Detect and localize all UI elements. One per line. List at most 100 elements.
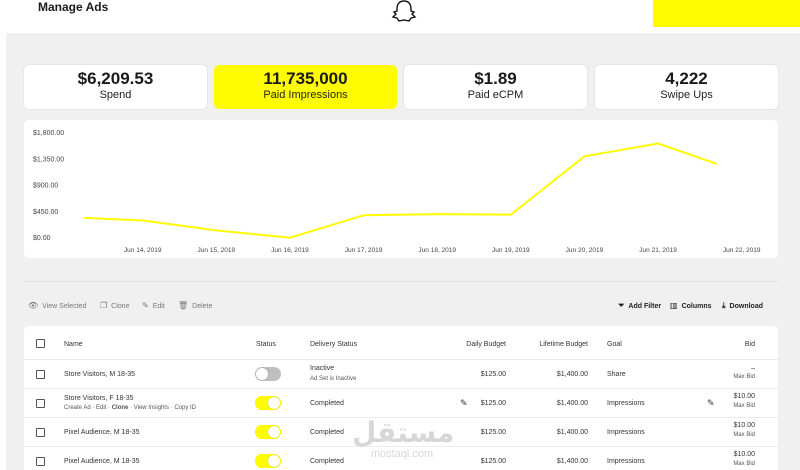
y-tick-label: $450.00	[33, 209, 58, 216]
delivery-status: Inactive	[310, 365, 335, 372]
row-checkbox[interactable]	[36, 399, 45, 408]
row-checkbox[interactable]	[36, 457, 45, 466]
table-row[interactable]: Store Visitors, F 18-35 Create Ad · Edit …	[24, 389, 778, 418]
view-selected-button[interactable]: 👁 View Selected	[28, 302, 86, 310]
eye-icon: 👁	[28, 301, 39, 310]
trash-icon: 🗑	[178, 301, 189, 310]
edit-bid-icon[interactable]: ✎	[707, 398, 715, 408]
toggle-knob	[268, 397, 280, 409]
col-name[interactable]: Name	[64, 341, 83, 348]
copy-id-link[interactable]: Copy ID	[174, 405, 197, 411]
clone-link[interactable]: Clone	[111, 405, 129, 411]
daily-budget: $125.00	[480, 371, 506, 378]
filter-icon: ⏷	[618, 301, 625, 310]
metrics-line-chart: $1,800.00 $1,350.00 $900.00 $450.00 $0.00 Jun…	[33, 130, 761, 254]
table-row[interactable]: Store Visitors, M 18-35 Inactive Ad Set is…	[24, 360, 778, 389]
page-title: Manage Ads	[38, 0, 109, 14]
col-lifetime-budget[interactable]: Lifetime Budget	[539, 341, 588, 348]
bid-value: –	[751, 365, 755, 372]
toggle-knob	[268, 455, 280, 467]
table-header: Name Status Delivery Status Daily Budget…	[24, 326, 778, 360]
stat-swipe-ups[interactable]: 4,222 Swipe Ups	[595, 65, 778, 109]
y-tick-label: $900.00	[33, 183, 58, 190]
table-row[interactable]: Pixel Audience, M 18-35 Completed $125.00 $…	[24, 418, 778, 447]
row-actions: Create Ad · Edit · Clone · View Insights…	[64, 405, 197, 411]
lifetime-budget: $1,400.00	[556, 371, 588, 378]
clone-button[interactable]: ❐ Clone	[100, 302, 129, 310]
col-delivery-status[interactable]: Delivery Status	[310, 341, 358, 348]
stat-label: Swipe Ups	[660, 89, 713, 101]
watermark: مستقل mostaql.com	[352, 418, 454, 468]
delete-label: Delete	[192, 302, 213, 310]
table-toolbar: 👁 View Selected ❐ Clone ✎ Edit 🗑 Delete …	[24, 296, 778, 316]
section-divider	[24, 281, 778, 282]
toggle-knob	[256, 368, 268, 380]
row-name[interactable]: Store Visitors, M 18-35	[64, 371, 136, 378]
row-name[interactable]: Pixel Audience, M 18-35	[64, 429, 140, 436]
create-ad-link[interactable]: Create Ad	[64, 405, 91, 411]
bid-sub: Max Bid	[733, 432, 755, 438]
edit-daily-budget-icon[interactable]: ✎	[460, 398, 468, 408]
y-tick-label: $1,800.00	[33, 130, 64, 137]
col-bid[interactable]: Bid	[744, 341, 755, 348]
delivery-status-sub: Ad Set is Inactive	[310, 376, 357, 382]
row-checkbox[interactable]	[36, 428, 45, 437]
bid-value: $10.00	[733, 422, 755, 429]
view-selected-label: View Selected	[42, 302, 87, 310]
download-button[interactable]: ⤓ Download	[722, 302, 763, 310]
delivery-status: Completed	[310, 429, 344, 436]
col-status[interactable]: Status	[256, 341, 276, 348]
status-toggle[interactable]	[255, 396, 281, 410]
columns-icon: ▥	[670, 301, 678, 310]
lifetime-budget: $1,400.00	[556, 400, 588, 407]
x-tick-label: Jun 14, 2019	[124, 247, 162, 254]
add-filter-button[interactable]: ⏷ Add Filter	[618, 302, 661, 310]
row-name[interactable]: Store Visitors, F 18-35	[64, 395, 134, 402]
edit-link[interactable]: Edit	[96, 405, 107, 411]
x-tick-label: Jun 18, 2019	[418, 247, 456, 254]
row-checkbox[interactable]	[36, 370, 45, 379]
delete-button[interactable]: 🗑 Delete	[178, 302, 212, 310]
stat-value: 4,222	[665, 69, 708, 88]
view-insights-link[interactable]: View Insights	[133, 405, 169, 411]
x-tick-label: Jun 21, 2019	[639, 247, 677, 254]
x-tick-label: Jun 20, 2019	[566, 247, 604, 254]
lifetime-budget: $1,400.00	[556, 458, 588, 465]
goal: Share	[607, 371, 626, 378]
col-daily-budget[interactable]: Daily Budget	[466, 341, 506, 348]
bid-sub: Max Bid	[733, 461, 755, 467]
stat-value: 11,735,000	[263, 69, 348, 88]
edit-label: Edit	[152, 302, 165, 310]
columns-label: Columns	[681, 302, 712, 310]
goal: Impressions	[607, 458, 645, 465]
bid-value: $10.00	[733, 393, 755, 400]
status-toggle[interactable]	[255, 454, 281, 468]
download-label: Download	[729, 302, 763, 310]
edit-button[interactable]: ✎ Edit	[142, 302, 165, 310]
goal: Impressions	[607, 400, 645, 407]
status-toggle[interactable]	[255, 425, 281, 439]
stat-label: Spend	[99, 89, 132, 101]
header-accent-block	[653, 0, 800, 27]
clone-label: Clone	[111, 302, 130, 310]
status-toggle[interactable]	[255, 367, 281, 381]
snapchat-ghost-icon[interactable]	[390, 0, 418, 22]
select-all-checkbox[interactable]	[36, 339, 45, 348]
columns-button[interactable]: ▥ Columns	[670, 302, 712, 310]
stat-paid-impressions[interactable]: 11,735,000 Paid Impressions	[214, 65, 397, 109]
x-tick-label: Jun 16, 2019	[271, 247, 309, 254]
download-icon: ⤓	[722, 301, 726, 310]
row-name[interactable]: Pixel Audience, M 18-35	[64, 458, 140, 465]
bid-sub: Max Bid	[733, 403, 755, 409]
stat-value: $1.89	[474, 69, 517, 88]
col-goal[interactable]: Goal	[607, 341, 622, 348]
stat-paid-ecpm[interactable]: $1.89 Paid eCPM	[404, 65, 587, 109]
stat-spend[interactable]: $6,209.53 Spend	[24, 65, 207, 109]
bid-value: $10.00	[733, 451, 755, 458]
table-row[interactable]: Pixel Audience, M 18-35 Completed $125.00 $…	[24, 447, 778, 470]
daily-budget: $125.00	[480, 400, 506, 407]
y-tick-label: $0.00	[33, 235, 51, 242]
stat-label: Paid eCPM	[467, 89, 524, 101]
x-tick-label: Jun 19, 2019	[492, 247, 530, 254]
delivery-status: Completed	[310, 400, 344, 407]
